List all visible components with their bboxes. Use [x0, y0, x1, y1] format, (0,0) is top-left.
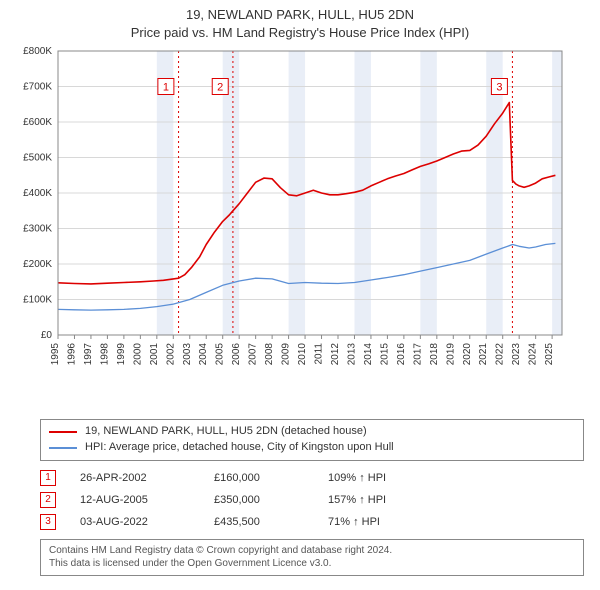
sale-date: 12-AUG-2005	[80, 494, 190, 506]
svg-text:2009: 2009	[281, 343, 292, 366]
legend-row: 19, NEWLAND PARK, HULL, HU5 2DN (detache…	[49, 424, 575, 440]
svg-text:2022: 2022	[495, 343, 506, 366]
sale-price: £350,000	[214, 494, 304, 506]
chart-svg: £0 £100K £200K £300K £400K £500K £600K £700K £80…	[10, 45, 570, 385]
svg-text:2005: 2005	[215, 343, 226, 366]
sale-pct: 157% ↑ HPI	[328, 494, 438, 506]
svg-text:2020: 2020	[462, 343, 473, 366]
svg-text:1995: 1995	[50, 343, 61, 366]
svg-text:2006: 2006	[231, 343, 242, 366]
svg-text:2004: 2004	[198, 343, 209, 366]
svg-text:2007: 2007	[248, 343, 259, 366]
svg-text:2001: 2001	[149, 343, 160, 366]
legend-label-hpi: HPI: Average price, detached house, City…	[85, 440, 394, 456]
title-line1: 19, NEWLAND PARK, HULL, HU5 2DN	[10, 6, 590, 24]
svg-text:£600K: £600K	[23, 117, 52, 128]
legend-label-price: 19, NEWLAND PARK, HULL, HU5 2DN (detache…	[85, 424, 367, 440]
svg-text:2003: 2003	[182, 343, 193, 366]
svg-text:2015: 2015	[379, 343, 390, 366]
chart-title: 19, NEWLAND PARK, HULL, HU5 2DN Price pa…	[10, 6, 590, 41]
svg-text:1996: 1996	[66, 343, 77, 366]
svg-text:2025: 2025	[544, 343, 555, 366]
svg-text:2021: 2021	[478, 343, 489, 366]
sale-marker-2: 2	[40, 492, 56, 508]
sale-date: 03-AUG-2022	[80, 516, 190, 528]
svg-text:2016: 2016	[396, 343, 407, 366]
sale-pct: 71% ↑ HPI	[328, 516, 438, 528]
svg-text:£400K: £400K	[23, 188, 52, 199]
svg-text:2019: 2019	[445, 343, 456, 366]
legend-swatch-price	[49, 431, 77, 433]
svg-text:£100K: £100K	[23, 295, 52, 306]
legend-row: HPI: Average price, detached house, City…	[49, 440, 575, 456]
sale-marker-3: 3	[40, 514, 56, 530]
chart-area: £0 £100K £200K £300K £400K £500K £600K £700K £80…	[10, 45, 590, 415]
sale-price: £160,000	[214, 472, 304, 484]
svg-text:2017: 2017	[412, 343, 423, 366]
svg-text:2000: 2000	[132, 343, 143, 366]
sale-date: 26-APR-2002	[80, 472, 190, 484]
footer-line2: This data is licensed under the Open Gov…	[49, 557, 575, 571]
svg-text:3: 3	[496, 82, 502, 94]
svg-text:£700K: £700K	[23, 82, 52, 93]
svg-text:2002: 2002	[165, 343, 176, 366]
svg-text:2011: 2011	[314, 343, 325, 365]
title-line2: Price paid vs. HM Land Registry's House …	[10, 24, 590, 42]
sale-marker-1: 1	[40, 470, 56, 486]
svg-text:2024: 2024	[528, 343, 539, 366]
legend: 19, NEWLAND PARK, HULL, HU5 2DN (detache…	[40, 419, 584, 461]
footer-attribution: Contains HM Land Registry data © Crown c…	[40, 539, 584, 576]
table-row: 3 03-AUG-2022 £435,500 71% ↑ HPI	[40, 511, 584, 533]
svg-text:1999: 1999	[116, 343, 127, 366]
svg-text:£200K: £200K	[23, 259, 52, 270]
table-row: 2 12-AUG-2005 £350,000 157% ↑ HPI	[40, 489, 584, 511]
svg-text:2008: 2008	[264, 343, 275, 366]
svg-text:1998: 1998	[99, 343, 110, 366]
svg-text:2014: 2014	[363, 343, 374, 366]
svg-text:2013: 2013	[346, 343, 357, 366]
svg-text:1: 1	[163, 82, 169, 94]
svg-text:2023: 2023	[511, 343, 522, 366]
sales-table: 1 26-APR-2002 £160,000 109% ↑ HPI 2 12-A…	[40, 467, 584, 533]
table-row: 1 26-APR-2002 £160,000 109% ↑ HPI	[40, 467, 584, 489]
svg-text:2012: 2012	[330, 343, 341, 366]
sale-price: £435,500	[214, 516, 304, 528]
footer-line1: Contains HM Land Registry data © Crown c…	[49, 544, 575, 558]
svg-text:£300K: £300K	[23, 224, 52, 235]
svg-text:2010: 2010	[297, 343, 308, 366]
svg-text:1997: 1997	[83, 343, 94, 366]
svg-text:£500K: £500K	[23, 153, 52, 164]
svg-text:£0: £0	[41, 330, 53, 341]
svg-text:£800K: £800K	[23, 46, 52, 57]
sale-pct: 109% ↑ HPI	[328, 472, 438, 484]
legend-swatch-hpi	[49, 447, 77, 449]
svg-text:2: 2	[217, 82, 223, 94]
svg-text:2018: 2018	[429, 343, 440, 366]
